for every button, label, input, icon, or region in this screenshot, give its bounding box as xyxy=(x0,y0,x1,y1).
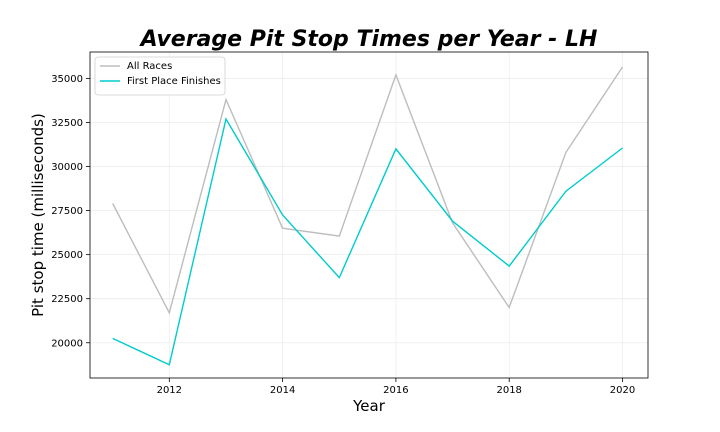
x-tick-label: 2018 xyxy=(496,385,521,396)
y-tick-label: 20000 xyxy=(51,338,83,349)
x-tick-label: 2020 xyxy=(610,385,635,396)
x-tick-label: 2016 xyxy=(383,385,408,396)
series-line-1 xyxy=(112,117,623,366)
legend: All Races First Place Finishes xyxy=(94,56,226,96)
y-tick-label: 25000 xyxy=(51,250,83,261)
axis-ticks: 2012 2014 2016 2018 2020 20000 22500 25000 27500… xyxy=(51,74,635,396)
y-tick-label: 22500 xyxy=(51,294,83,305)
grid xyxy=(90,52,648,378)
y-tick-label: 30000 xyxy=(51,162,83,173)
series-lines xyxy=(112,66,624,366)
plot-frame xyxy=(89,51,649,379)
chart-title: Average Pit Stop Times per Year - LH xyxy=(139,27,598,52)
legend-label: All Races xyxy=(127,61,172,72)
y-tick-label: 35000 xyxy=(51,74,83,85)
legend-box xyxy=(94,56,226,96)
x-tick-label: 2014 xyxy=(270,385,295,396)
y-tick-label: 32500 xyxy=(51,118,83,129)
series-line-0 xyxy=(112,66,624,315)
x-tick-label: 2012 xyxy=(157,385,182,396)
legend-label: First Place Finishes xyxy=(127,76,221,87)
y-axis-label: Pit stop time (milliseconds) xyxy=(29,113,47,317)
y-tick-label: 27500 xyxy=(51,206,83,217)
x-axis-label: Year xyxy=(352,397,386,415)
